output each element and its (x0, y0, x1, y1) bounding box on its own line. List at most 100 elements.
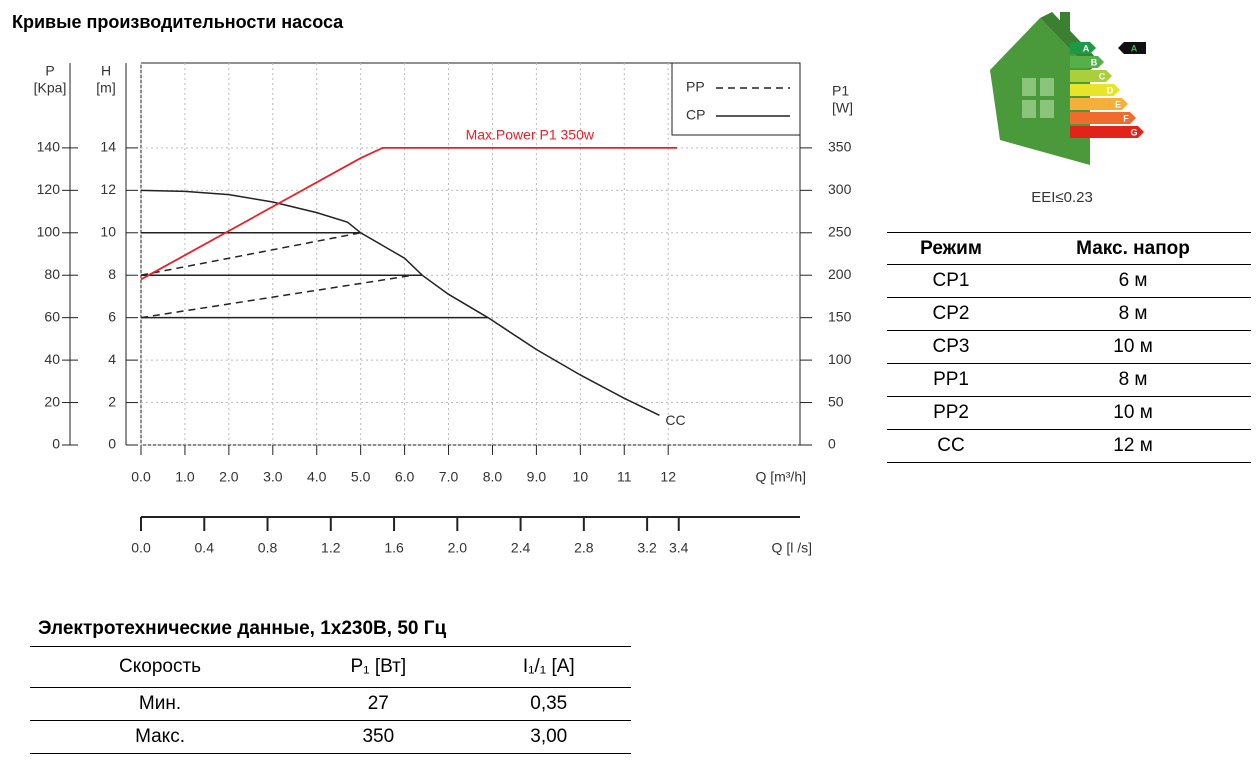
y2-tick-label: 300 (828, 181, 852, 197)
axis-label: Q [m³/h] (755, 469, 806, 485)
energy-class-label: A (1083, 43, 1090, 53)
y2-tick-label: 50 (828, 393, 844, 409)
x-tick-label: 6.0 (395, 469, 415, 485)
x-tick-label: 9.0 (527, 469, 547, 485)
legend-box (671, 62, 801, 136)
cell: 12 м (1015, 429, 1251, 463)
y2-tick-label: 100 (828, 351, 852, 367)
energy-class-bar (1070, 84, 1120, 96)
x2-tick-label: 2.0 (448, 540, 468, 556)
cell: 0,35 (466, 687, 631, 721)
x-tick-label: 12 (660, 469, 676, 485)
row: CP2 8 м (887, 297, 1251, 331)
axis-label: [Kpa] (34, 80, 67, 96)
axis-label: P1 (832, 83, 849, 99)
header-row: Режим Макс. напор (887, 232, 1251, 265)
cell: PP2 (887, 396, 1016, 430)
energy-rating: A (1131, 43, 1138, 53)
x-tick-label: 7.0 (439, 469, 459, 485)
legend-label: PP (686, 79, 705, 95)
x2-tick-label: 0.0 (131, 540, 151, 556)
cell: 3,00 (466, 720, 631, 754)
energy-class-label: E (1115, 99, 1121, 109)
y-tick-label: 4 (108, 351, 116, 367)
p-tick-label: 40 (44, 351, 60, 367)
y2-tick-label: 0 (828, 436, 836, 452)
x-tick-label: 2.0 (219, 469, 239, 485)
header-cell: P₁ [Вт] (290, 646, 467, 688)
cell: 27 (290, 687, 467, 721)
y-tick-label: 2 (108, 393, 116, 409)
x-tick-label: 11 (617, 469, 632, 485)
p-tick-label: 0 (52, 436, 60, 452)
y2-tick-label: 350 (828, 139, 852, 155)
x-tick-label: 4.0 (307, 469, 327, 485)
cell: 10 м (1015, 396, 1251, 430)
p-tick-label: 140 (37, 139, 61, 155)
y2-tick-label: 150 (828, 308, 852, 324)
row: CP3 10 м (887, 330, 1251, 364)
cell: CP1 (887, 264, 1016, 298)
p-tick-label: 120 (37, 181, 61, 197)
cell: PP1 (887, 363, 1016, 397)
x2-tick-label: 1.2 (321, 540, 341, 556)
header-cell: Режим (887, 232, 1016, 265)
y-tick-label: 14 (100, 139, 116, 155)
header-cell: I₁/₁ [A] (466, 646, 631, 688)
cell: 8 м (1015, 363, 1251, 397)
curve (140, 146, 677, 281)
energy-house (990, 12, 1100, 165)
y-tick-label: 10 (100, 223, 116, 239)
energy-class-bar (1070, 70, 1112, 82)
axis-label: P (45, 63, 54, 79)
energy-class-bar (1070, 112, 1136, 124)
cell: 6 м (1015, 264, 1251, 298)
x-tick-label: 5.0 (351, 469, 371, 485)
curve (140, 189, 660, 416)
electric-table: Скорость P₁ [Вт] I₁/₁ [A] Мин. 27 0,35 Макс. 35… (30, 646, 631, 754)
axis-label: H (101, 63, 111, 79)
cell: 350 (290, 720, 467, 754)
row: Мин. 27 0,35 (30, 687, 631, 721)
row: Макс. 350 3,00 (30, 720, 631, 754)
x2-tick-label: 2.8 (574, 540, 594, 556)
y-tick-label: 8 (108, 266, 116, 282)
x-tick-label: 8.0 (483, 469, 503, 485)
annotation: Max.Power P1 350w (466, 127, 595, 143)
y2-tick-label: 200 (828, 266, 852, 282)
table-title: Электротехнические данные, 1x230В, 50 Гц (38, 618, 447, 639)
energy-class-bar (1070, 126, 1144, 138)
p-tick-label: 60 (44, 308, 60, 324)
chart: 0246810121402040608010012014005010015020… (34, 12, 1146, 556)
x2-tick-label: 1.6 (384, 540, 404, 556)
y-tick-label: 0 (108, 436, 116, 452)
p-tick-label: 20 (44, 393, 60, 409)
energy-rating-arrow (1118, 42, 1146, 54)
cell: CP2 (887, 297, 1016, 331)
header-cell: Макс. напор (1015, 232, 1251, 265)
x-tick-label: 10 (573, 469, 589, 485)
legend-label: CP (686, 107, 705, 123)
curve (140, 274, 414, 319)
cell: CC (887, 429, 1016, 463)
mode-table: Режим Макс. напор CP1 6 м CP2 8 м CP3 10 м PP1 8 … (887, 232, 1251, 463)
x2-tick-label: 0.8 (258, 540, 278, 556)
axis-label: Q [l /s] (772, 540, 812, 556)
cell: CP3 (887, 330, 1016, 364)
y-tick-label: 6 (108, 308, 116, 324)
energy-class-label: F (1123, 113, 1129, 123)
curve-label: CC (665, 412, 685, 428)
energy-class-bar (1070, 42, 1096, 54)
curve (140, 232, 361, 276)
axis-label: [m] (96, 80, 115, 96)
chart-title: Кривые производительности насоса (12, 12, 344, 32)
row: PP2 10 м (887, 396, 1251, 430)
energy-class-label: D (1107, 85, 1114, 95)
row: CP1 6 м (887, 264, 1251, 298)
p-tick-label: 80 (44, 266, 60, 282)
energy-class-label: C (1099, 71, 1106, 81)
header-cell: Скорость (30, 646, 291, 688)
energy-class-label: B (1091, 57, 1098, 67)
energy-class-bar (1070, 56, 1104, 68)
